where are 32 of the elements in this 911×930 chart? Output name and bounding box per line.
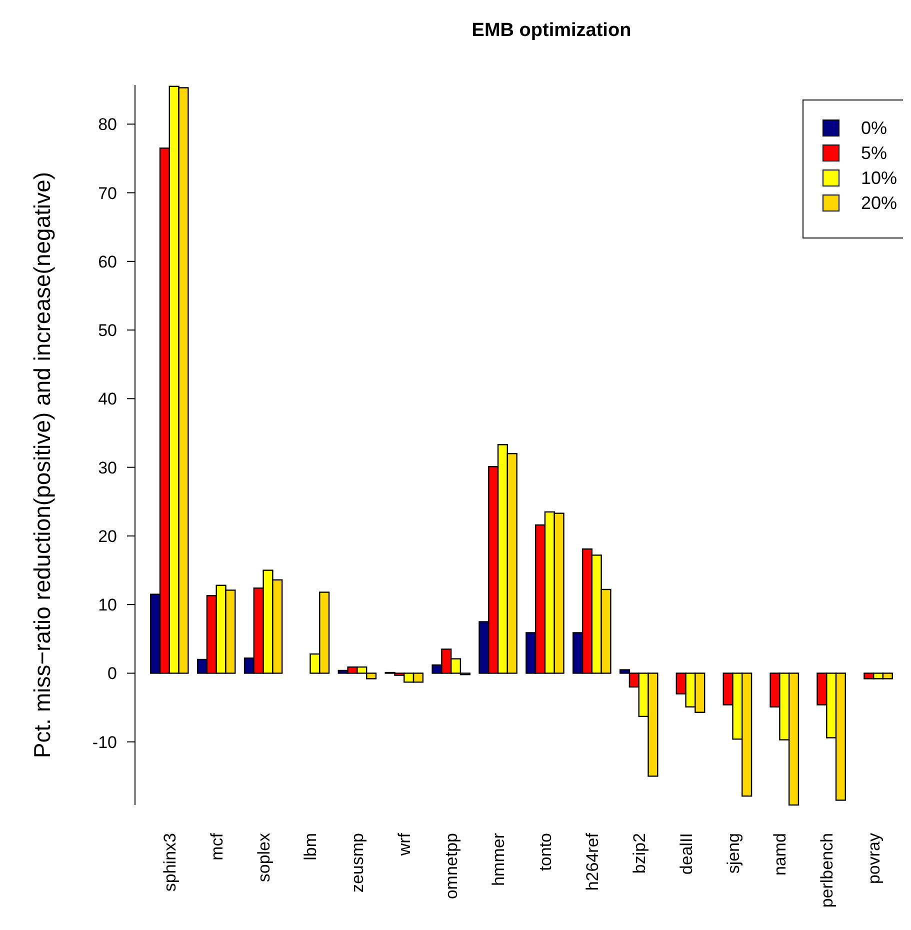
- x-tick-label: povray: [864, 832, 884, 884]
- x-tick-label: tonto: [536, 833, 555, 871]
- y-tick-label: -10: [92, 732, 117, 752]
- x-tick-label: sphinx3: [160, 833, 180, 892]
- x-tick-label: wrf: [395, 832, 414, 857]
- legend-label: 20%: [861, 193, 898, 213]
- y-tick-label: 70: [98, 184, 117, 203]
- x-tick-label: mcf: [207, 832, 226, 860]
- y-axis-title: Pct. miss−ratio reduction(positive) and increase(negative): [29, 172, 55, 758]
- x-tick-label: omnetpp: [442, 833, 462, 900]
- x-tick-label: hmmer: [489, 832, 508, 886]
- chart-title: EMB optimization: [472, 20, 632, 41]
- x-tick-label: namd: [770, 833, 790, 876]
- x-tick-label: soplex: [254, 832, 274, 882]
- x-tick-label: lbm: [301, 833, 320, 860]
- legend-label: 10%: [861, 168, 898, 188]
- y-tick-label: 40: [98, 390, 117, 409]
- y-tick-label: 20: [98, 526, 117, 546]
- x-tick-label: perlbench: [818, 833, 837, 908]
- y-tick-label: 10: [98, 596, 117, 615]
- y-tick-label: 0: [108, 664, 117, 684]
- legend-label: 5%: [861, 143, 888, 163]
- x-tick-label: bzip2: [630, 833, 649, 874]
- x-tick-label: sjeng: [724, 833, 743, 874]
- x-tick-label: dealII: [676, 833, 696, 875]
- y-tick-label: 50: [98, 321, 117, 340]
- y-tick-label: 60: [98, 252, 117, 272]
- y-tick-label: 30: [98, 458, 117, 478]
- legend-label: 0%: [861, 118, 888, 138]
- x-tick-label: h264ref: [582, 832, 602, 891]
- x-tick-label: zeusmp: [348, 833, 368, 893]
- y-tick-label: 80: [98, 115, 117, 134]
